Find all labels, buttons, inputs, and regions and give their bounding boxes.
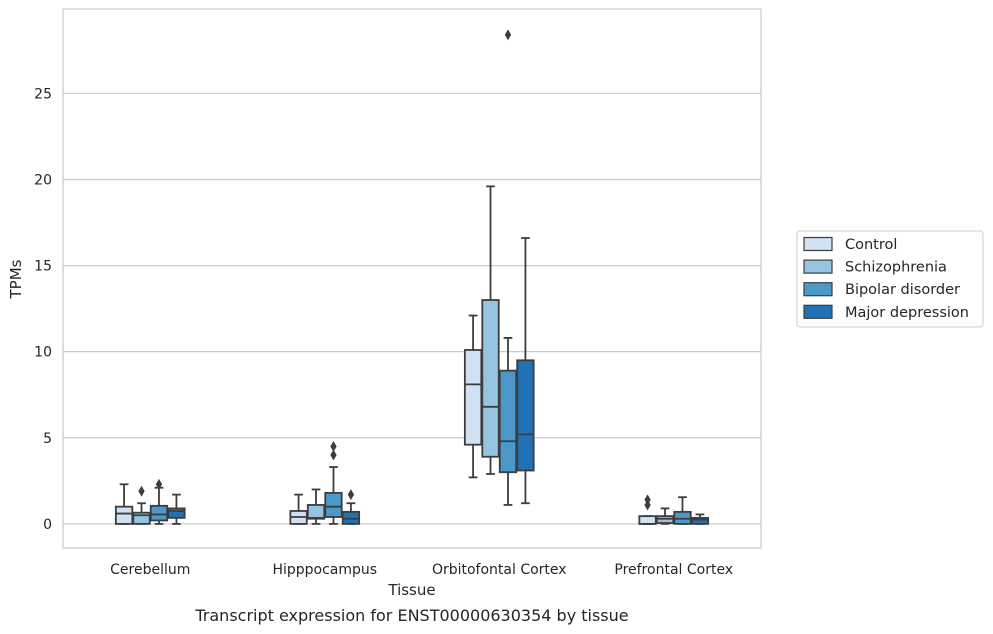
box-bipolar-disorder (498, 29, 518, 506)
iqr-box (306, 504, 326, 520)
box-major-depression (516, 237, 535, 505)
legend-frame (796, 230, 984, 328)
legend-entry-label: Major depression (845, 305, 969, 321)
box-control (638, 494, 657, 525)
legend-swatch (803, 282, 833, 297)
box-schizophrenia (655, 507, 675, 525)
box-bipolar-disorder (149, 478, 169, 525)
outlier-point (330, 449, 337, 461)
box-control (289, 493, 308, 525)
outlier-point (330, 440, 337, 452)
box-bipolar-disorder (324, 440, 343, 525)
legend-swatch (803, 304, 833, 319)
y-axis-title: TPMs (7, 259, 25, 299)
box-bipolar-disorder (673, 496, 692, 525)
outlier-point (138, 485, 145, 497)
plot-background (63, 9, 761, 548)
plot-frame (62, 8, 762, 549)
box-control (463, 314, 483, 479)
y-tick-label: 20 (34, 172, 52, 188)
legend: Control Schizophrenia Bipolar disorder Majo… (796, 230, 984, 328)
box-schizophrenia (132, 485, 151, 525)
outlier-point (644, 494, 651, 506)
legend-swatch (803, 259, 833, 274)
x-tick-label: Orbitofontal Cortex (432, 562, 567, 578)
iqr-box (114, 505, 134, 525)
box-schizophrenia (481, 185, 500, 475)
chart-caption: Transcript expression for ENST0000063035… (194, 606, 628, 625)
legend-entry-label: Control (845, 237, 897, 253)
iqr-box (324, 491, 343, 518)
y-tick-label: 25 (34, 86, 52, 102)
iqr-box (149, 504, 169, 522)
iqr-box (516, 359, 535, 472)
y-tick-label: 10 (34, 345, 52, 361)
x-tick-label: Hipppocampus (272, 562, 377, 578)
outlier-point (155, 478, 163, 490)
box-major-depression (167, 493, 186, 525)
outlier-point (504, 29, 512, 41)
outlier-point (347, 489, 355, 501)
x-axis-title: Tissue (387, 581, 435, 599)
y-tick-labels: 0 5 10 15 20 25 (34, 86, 52, 533)
box-schizophrenia (306, 488, 326, 525)
iqr-box (690, 516, 710, 525)
legend-entry-label: Schizophrenia (845, 260, 947, 276)
box-series (114, 29, 710, 525)
x-tick-label: Cerebellum (110, 562, 190, 578)
x-tick-labels: Cerebellum Hipppocampus Orbitofontal Corte… (110, 562, 733, 578)
legend-entry-label: Bipolar disorder (845, 282, 960, 298)
y-tick-label: 15 (34, 259, 52, 275)
box-control (114, 483, 134, 525)
legend-swatch (803, 236, 833, 252)
iqr-box (463, 349, 483, 446)
box-major-depression (341, 489, 361, 525)
y-tick-label: 5 (43, 431, 52, 447)
x-tick-label: Prefrontal Cortex (614, 562, 733, 578)
y-tick-label: 0 (43, 517, 52, 533)
iqr-box (498, 369, 518, 474)
iqr-box (167, 507, 186, 519)
iqr-box (132, 511, 151, 525)
iqr-box (638, 515, 657, 525)
iqr-box (481, 299, 500, 458)
box-major-depression (690, 513, 710, 525)
